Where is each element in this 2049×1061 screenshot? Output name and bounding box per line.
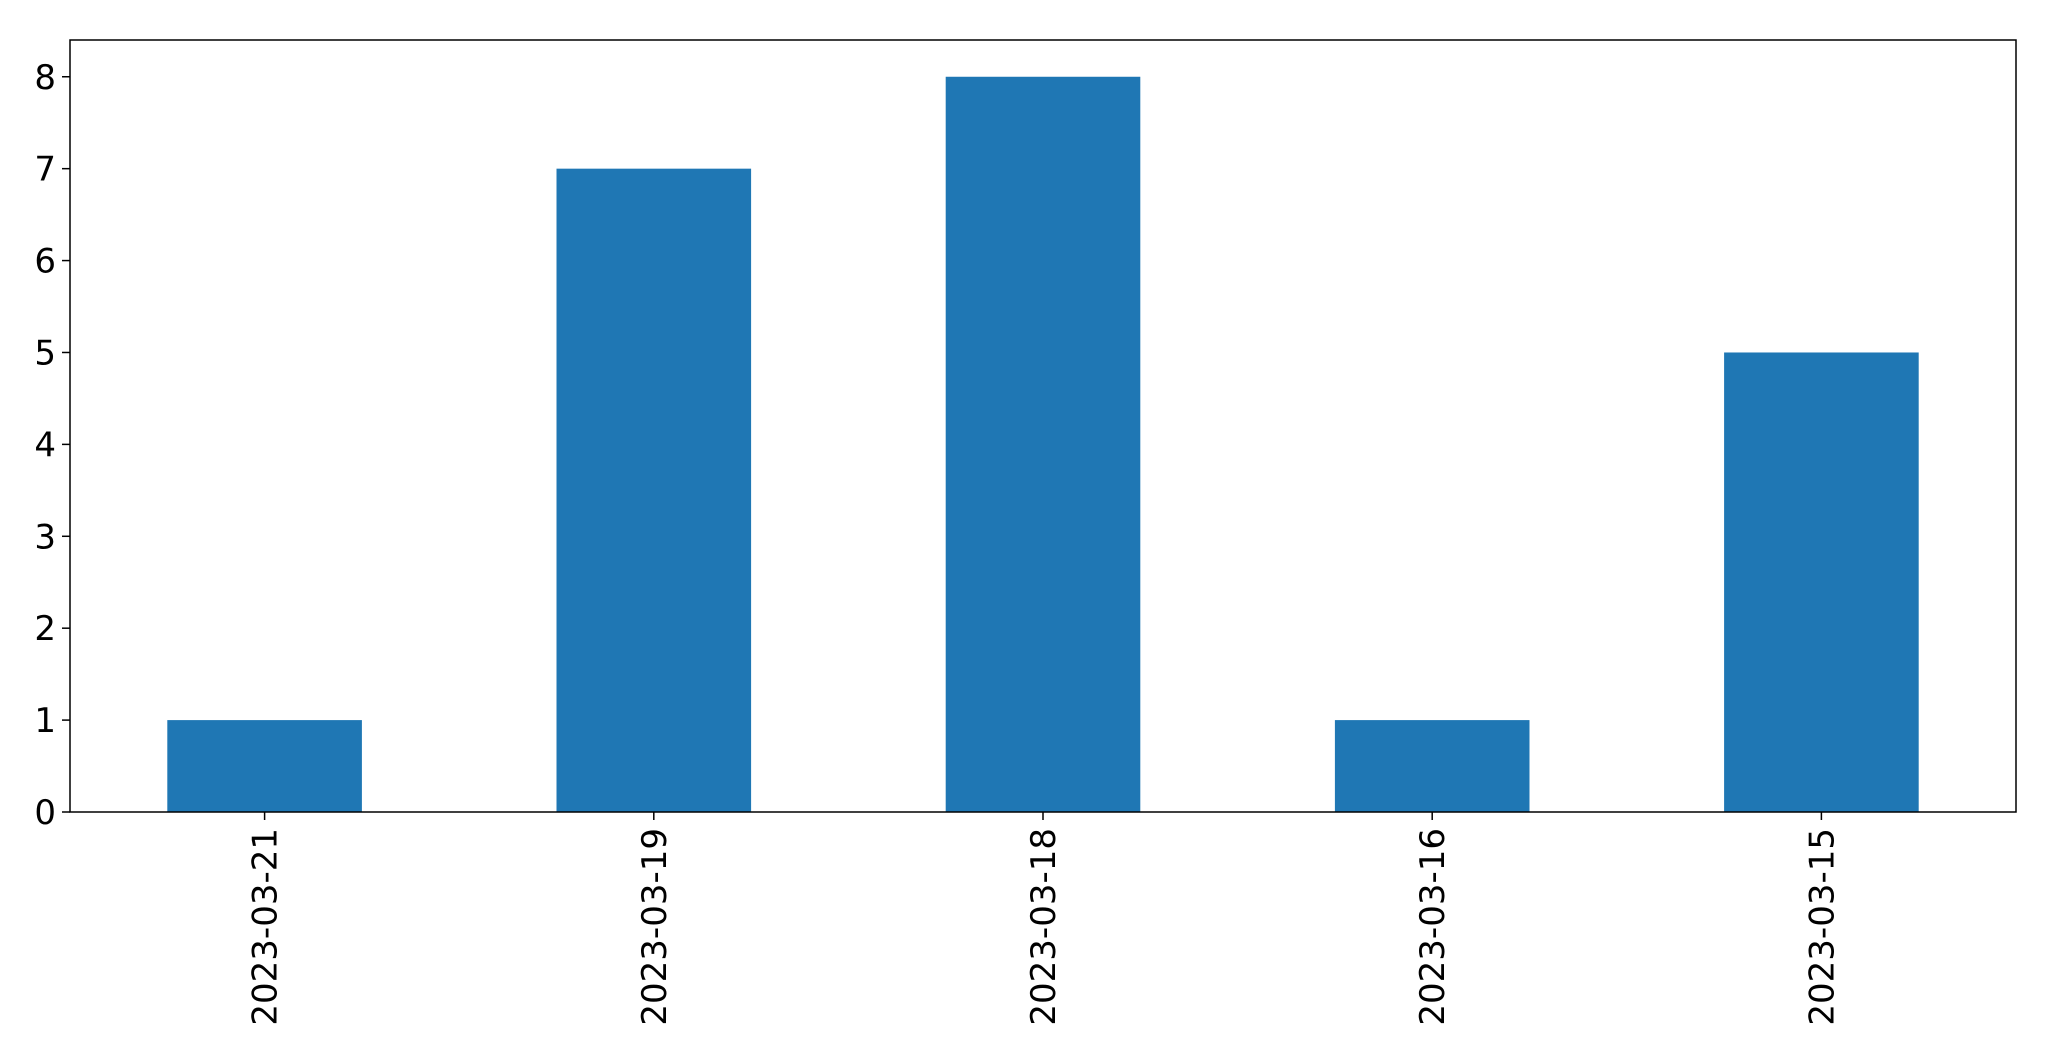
x-axis: 2023-03-21 2023-03-19 2023-03-18 2023-03-16… [246, 812, 1842, 1026]
y-tick-label: 7 [34, 150, 56, 190]
bars-layer [167, 76, 1919, 812]
y-tick-label: 0 [34, 793, 56, 833]
x-tick-label: 2023-03-16 [1413, 828, 1453, 1026]
x-tick-label: 2023-03-15 [1802, 828, 1842, 1026]
bar-2023-03-18 [945, 76, 1141, 812]
y-tick-label: 5 [34, 333, 56, 373]
x-tick-label: 2023-03-18 [1024, 828, 1064, 1026]
bar-2023-03-19 [556, 168, 752, 812]
y-tick-label: 8 [34, 58, 56, 98]
plot-frame [69, 39, 2017, 813]
y-tick-label: 6 [34, 242, 56, 282]
x-tick-label: 2023-03-19 [635, 828, 675, 1026]
x-tick-label: 2023-03-21 [246, 828, 286, 1026]
bar-2023-03-15 [1724, 352, 1919, 812]
y-axis: 0 1 2 3 4 5 6 7 8 [34, 58, 70, 833]
y-tick-label: 4 [34, 425, 56, 465]
bar-2023-03-21 [167, 720, 362, 812]
bar-2023-03-16 [1334, 720, 1530, 812]
y-tick-label: 3 [34, 517, 56, 557]
y-tick-label: 1 [34, 701, 56, 741]
y-tick-label: 2 [34, 609, 56, 649]
